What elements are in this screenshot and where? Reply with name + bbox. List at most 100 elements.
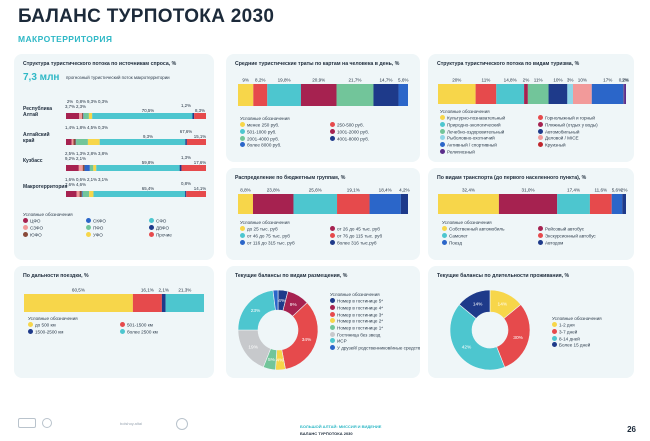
tourism-types-legend-item: Активный / спортивный xyxy=(440,142,534,149)
duration-legend-item: 8-14 дней xyxy=(552,335,632,343)
tourism-types-legend-item: Горнолыжный и горный xyxy=(538,115,632,122)
sources-bar-segment xyxy=(79,113,83,119)
accommodation-legend-item: Номер в гостинице 5* xyxy=(330,298,420,305)
spend-legend-item: более 8000 руб. xyxy=(240,142,326,149)
accommodation-legend-swatch xyxy=(330,298,335,304)
sources-bar-segment xyxy=(66,113,80,119)
sources-legend-item: ЮФО xyxy=(23,231,82,239)
budget-title: Распределение по бюджетным группам, % xyxy=(235,175,346,181)
duration-slice-label: 30% xyxy=(513,335,523,341)
duration-legend-item: 1-2 дня xyxy=(552,322,632,329)
budget-bar-segment xyxy=(400,194,408,214)
accommodation-legend-item: Номер в гостинице 3* xyxy=(330,311,420,319)
sources-data-label: 0,8% xyxy=(181,181,191,186)
panel-distance: По дальности поездки, % 60,5% 16,1% 2,1% 21… xyxy=(14,266,214,378)
distance-bar-segment xyxy=(165,294,204,312)
duration-legend-title: Условные обозначения xyxy=(552,316,602,321)
sources-legend-label: ЦФО xyxy=(30,218,41,224)
sources-bar-segment xyxy=(82,113,84,119)
distance-data-label: 60,5% xyxy=(72,288,85,293)
spend-data-label: 9% xyxy=(242,78,249,83)
sources-legend-label: ДВФО xyxy=(156,225,170,231)
sources-bar-segment xyxy=(192,113,195,119)
sources-bar-segment xyxy=(83,113,89,119)
tourism-types-legend-label: Горнолыжный и горный xyxy=(545,115,595,121)
transport-legend-item: Поезд xyxy=(442,239,534,247)
sources-legend-label: СЗФО xyxy=(30,225,44,231)
tourism-types-legend-label: Автомобильный xyxy=(545,129,580,135)
tourism-types-legend-swatch xyxy=(440,115,445,121)
spend-bar-segment xyxy=(398,84,408,106)
tourism-types-data-label: 11% xyxy=(482,78,491,83)
footer-emblem-icon xyxy=(42,418,52,428)
sources-bar-segment xyxy=(88,113,93,119)
panel-accommodation: Текущие балансы по видам размещения, % 4… xyxy=(226,266,420,378)
sources-data-label: 3,7% xyxy=(65,104,75,109)
spend-legend-swatch xyxy=(240,135,245,141)
duration-legend: Условные обозначения 1-2 дня 3-7 дней 8-14… xyxy=(552,316,632,349)
sources-bar-segment xyxy=(76,139,88,145)
sources-data-label: 4,6% xyxy=(76,182,86,187)
accommodation-legend-swatch xyxy=(330,345,335,351)
sources-data-label: 9,3% xyxy=(87,99,97,104)
sources-data-label: 70,5% xyxy=(142,108,155,113)
sources-data-label: 2,1% xyxy=(87,177,97,182)
transport-bar-segment xyxy=(611,194,623,214)
budget-chart: 8,8% 23,8% 25,6% 19,1% 18,4% 4,2% xyxy=(238,188,410,214)
accommodation-slice-label: 34% xyxy=(302,337,312,343)
sources-bar-segment xyxy=(82,191,90,197)
sources-bar-segment xyxy=(179,165,182,171)
sources-data-label: 1,3% xyxy=(76,151,86,156)
distance-bar-segment xyxy=(132,294,162,312)
tourism-types-legend-label: Религиозный xyxy=(447,149,475,155)
accommodation-chart: 4%9%34%4%5%19%23% xyxy=(237,289,319,371)
sources-bar-segment xyxy=(87,139,100,145)
duration-legend-item: Более 15 дней xyxy=(552,342,632,349)
budget-legend-item: от 26 до 45 тыс. руб xyxy=(330,226,416,233)
sources-legend-item: Прочие xyxy=(149,231,208,239)
accommodation-slice-label: 5% xyxy=(268,357,276,363)
transport-data-label: 32,4% xyxy=(462,188,475,193)
sources-bar-segment xyxy=(99,139,186,145)
duration-legend-label: Более 15 дней xyxy=(559,342,591,348)
tourism-types-legend-label: Пляжный (отдых у воды) xyxy=(545,122,598,128)
budget-data-label: 18,4% xyxy=(379,188,392,193)
distance-legend-title: Условные обозначения xyxy=(28,316,78,321)
sources-bar-segment xyxy=(73,139,76,145)
tourism-types-legend-label: Рыболовно-охотничий xyxy=(447,135,495,141)
distance-data-label: 21,3% xyxy=(178,288,191,293)
transport-legend-title: Условные обозначения xyxy=(442,220,492,225)
sources-legend-label: СКФО xyxy=(93,218,106,224)
spend-legend-item: 250-500 руб. xyxy=(330,122,416,129)
sources-data-label: 0,3% xyxy=(98,99,108,104)
transport-legend-swatch xyxy=(442,232,447,238)
sources-data-label: 9,2% xyxy=(65,156,75,161)
distance-legend-grid: до 500 км 501-1500 км 1500-2500 км более 25… xyxy=(28,322,208,335)
budget-legend-item: от 116 до 315 тыс. руб xyxy=(240,239,326,247)
accommodation-legend-label: ИСР xyxy=(337,338,347,344)
accommodation-slice-label: 9% xyxy=(290,302,298,308)
tourism-types-legend-label: Природно-экологический xyxy=(447,122,501,128)
distance-legend-item: до 500 км xyxy=(28,322,116,329)
sources-bar-segment xyxy=(66,139,72,145)
accommodation-legend-label: Номер в гостинице 2* xyxy=(337,318,384,324)
accommodation-legend-grid: Номер в гостинице 5* Номер в гостинице 4*… xyxy=(330,298,420,352)
sources-bar-segment xyxy=(186,139,206,145)
spend-legend-swatch xyxy=(240,142,245,148)
budget-legend-label: до 25 тыс. руб xyxy=(247,226,278,232)
sources-category-label: Макротерритория xyxy=(23,184,67,190)
budget-legend-swatch xyxy=(330,226,335,232)
sources-bar-segment xyxy=(185,139,187,145)
tourism-types-legend-swatch xyxy=(440,142,445,148)
spend-chart: 9% 8,2% 19,8% 20,9% 21,7% 14,7% 5,6% xyxy=(238,78,408,106)
sources-bar-segment xyxy=(82,165,85,171)
footer-seal-icon xyxy=(176,418,188,430)
sources-legend-swatch xyxy=(149,231,154,237)
distance-legend-item: 1500-2500 км xyxy=(28,328,116,336)
tourism-types-data-label: 17% xyxy=(603,78,612,83)
tourism-types-legend-item: Пляжный (отдых у воды) xyxy=(538,121,632,129)
tourism-types-legend-item: Природно-экологический xyxy=(440,121,534,129)
transport-data-label: 31,0% xyxy=(522,188,535,193)
distance-title: По дальности поездки, % xyxy=(23,273,89,279)
tourism-types-legend-title: Условные обозначения xyxy=(440,109,490,114)
